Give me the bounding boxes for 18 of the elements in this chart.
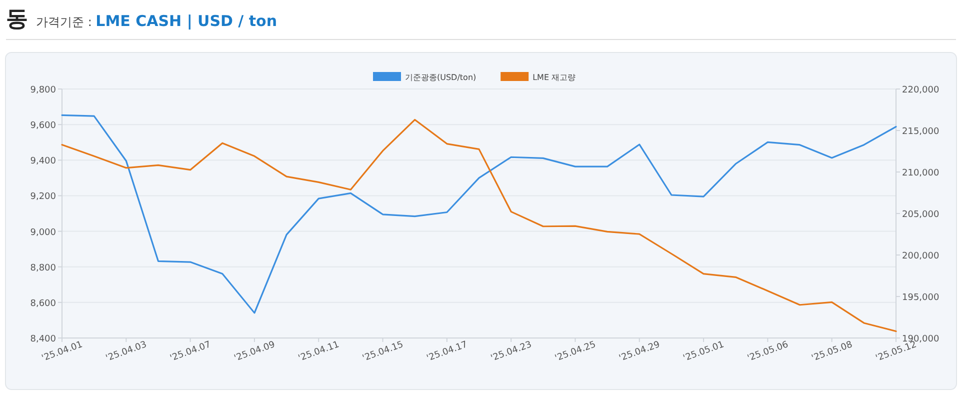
y2-tick-label: 210,000 [902,168,940,178]
y-tick-label: 8,800 [30,263,56,274]
y2-tick-label: 195,000 [902,293,940,303]
subtitle: 가격기준 : LME CASH | USD / ton [36,12,278,30]
y-tick-label: 9,400 [30,156,56,167]
y-tick-label: 8,600 [30,298,56,309]
legend-label: 기준광종(USD/ton) [405,73,476,82]
y-tick-label: 9,200 [30,192,56,202]
y-tick-label: 8,400 [30,334,56,344]
y-tick-label: 9,600 [30,121,56,132]
legend-label: LME 재고량 [532,73,576,82]
y2-tick-label: 215,000 [902,127,940,137]
title: 동 [6,7,28,32]
y2-tick-label: 205,000 [902,210,940,220]
y2-tick-label: 200,000 [902,252,940,262]
y-tick-label: 9,000 [30,228,56,238]
y-tick-label: 9,800 [30,86,56,96]
y2-tick-label: 220,000 [902,86,940,96]
